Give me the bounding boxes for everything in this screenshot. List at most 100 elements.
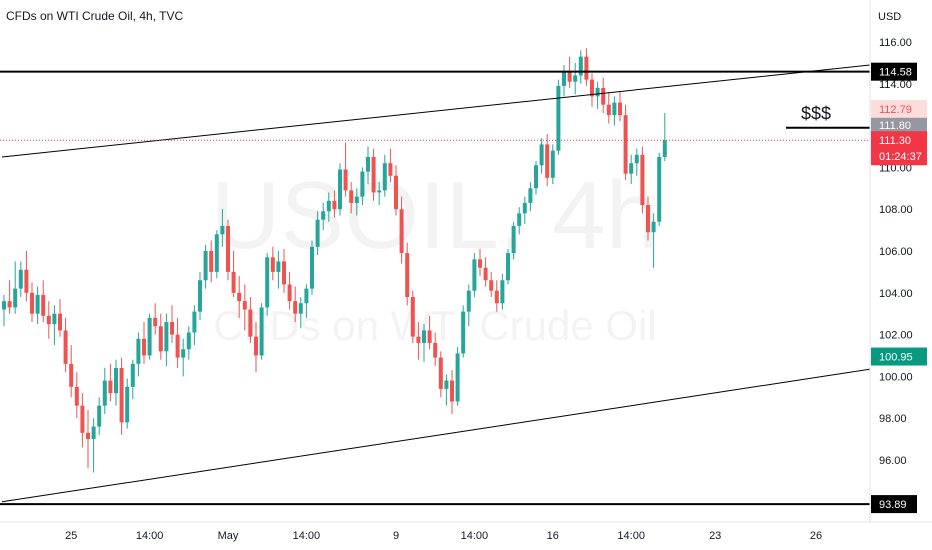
candle-body <box>545 144 550 178</box>
candle-body <box>136 338 141 364</box>
candle-body <box>338 169 342 210</box>
time-axis-background <box>0 522 932 550</box>
channel-trendline[interactable] <box>1 318 932 503</box>
candle-body <box>114 368 118 394</box>
watermark-symbol: USOIL, 4h <box>211 162 659 269</box>
candle-body <box>506 253 510 281</box>
candle <box>405 242 410 306</box>
candle-body <box>371 156 376 193</box>
candle <box>326 192 331 222</box>
candle-body <box>343 169 348 191</box>
candle <box>422 324 426 362</box>
time-tick-label: 14:00 <box>136 530 164 542</box>
candle <box>371 148 376 201</box>
candle-body <box>58 313 62 331</box>
candle <box>349 182 354 214</box>
channel-trendline[interactable] <box>1 29 932 158</box>
candle <box>506 248 510 285</box>
candle-body <box>410 296 415 337</box>
candle <box>310 240 314 295</box>
candle-body <box>203 251 208 281</box>
candle <box>114 359 118 406</box>
candle-body <box>30 292 34 314</box>
price-tick-label: 110.00 <box>879 162 912 174</box>
candle <box>24 251 29 302</box>
watermark: USOIL, 4h CFDs on WTI Crude Oil <box>211 162 659 349</box>
candle-body <box>192 311 197 333</box>
candle-body <box>634 154 639 164</box>
candle-body <box>35 294 40 314</box>
candle-body <box>534 165 538 189</box>
time-tick-label: 14:00 <box>461 530 489 542</box>
candle-body <box>220 225 225 235</box>
candle <box>511 221 516 260</box>
price-tag-stop <box>871 100 927 119</box>
candle <box>489 271 494 297</box>
candle-body <box>304 288 309 304</box>
candle <box>136 332 141 377</box>
price-tag-last <box>871 131 927 166</box>
candle <box>321 202 326 231</box>
candle <box>377 182 382 206</box>
candle <box>248 296 253 343</box>
candle <box>175 317 180 369</box>
candle-body <box>24 269 29 293</box>
candle-body <box>181 349 186 358</box>
candle-body <box>416 336 421 343</box>
candle <box>102 368 107 415</box>
candle <box>304 284 309 318</box>
candle <box>562 64 566 97</box>
liquidity-annotation[interactable]: $$$ <box>801 104 831 124</box>
candle <box>192 305 197 346</box>
candle <box>276 251 281 289</box>
candle-body <box>7 301 12 308</box>
candle-body <box>349 190 354 203</box>
price-tick-label: 108.00 <box>879 204 913 216</box>
candle-body <box>214 234 219 272</box>
price-axis[interactable]: USD 96.00 98.00 100.00 102.00 104.00 106.00 108… <box>869 0 932 522</box>
price-tick-label: 102.00 <box>879 330 913 342</box>
candle <box>254 322 258 373</box>
candle <box>18 261 23 297</box>
candle-body <box>629 163 634 174</box>
candle-body <box>539 144 544 166</box>
level-price-tag <box>871 495 917 514</box>
candle <box>52 305 57 346</box>
candle-body <box>125 386 130 423</box>
candle-body <box>590 79 594 97</box>
candle-body <box>360 171 365 197</box>
candle-body <box>578 56 583 76</box>
candle <box>472 253 477 297</box>
drawings[interactable]: $$$ <box>0 29 932 506</box>
candle-body <box>248 309 253 337</box>
candle <box>63 317 68 373</box>
bar-countdown: 01:24:37 <box>879 151 922 163</box>
time-axis[interactable]: 25 14:00 May 14:00 9 14:00 16 14:00 23 26 <box>0 521 932 550</box>
candle <box>108 363 113 402</box>
candle <box>142 322 146 364</box>
time-tick-label: 9 <box>393 530 399 542</box>
candle <box>186 326 191 360</box>
candle <box>293 286 298 323</box>
candle-body <box>130 363 135 387</box>
time-tick-label: 14:00 <box>293 530 321 542</box>
candle <box>556 79 561 155</box>
candle <box>125 378 130 429</box>
time-tick-label: 14:00 <box>617 530 645 542</box>
price-label-target: 100.95 <box>879 352 913 364</box>
candle-body <box>444 380 449 389</box>
candle-body <box>315 219 320 247</box>
candle <box>147 313 152 360</box>
candle <box>634 148 639 176</box>
price-tag-target <box>871 347 927 366</box>
candle-body <box>550 150 555 178</box>
candle <box>226 219 230 281</box>
candle-body <box>388 163 393 176</box>
candle <box>214 230 219 279</box>
candle <box>399 196 404 264</box>
candle <box>550 144 555 185</box>
candle <box>198 271 202 320</box>
candle-body <box>74 386 79 406</box>
